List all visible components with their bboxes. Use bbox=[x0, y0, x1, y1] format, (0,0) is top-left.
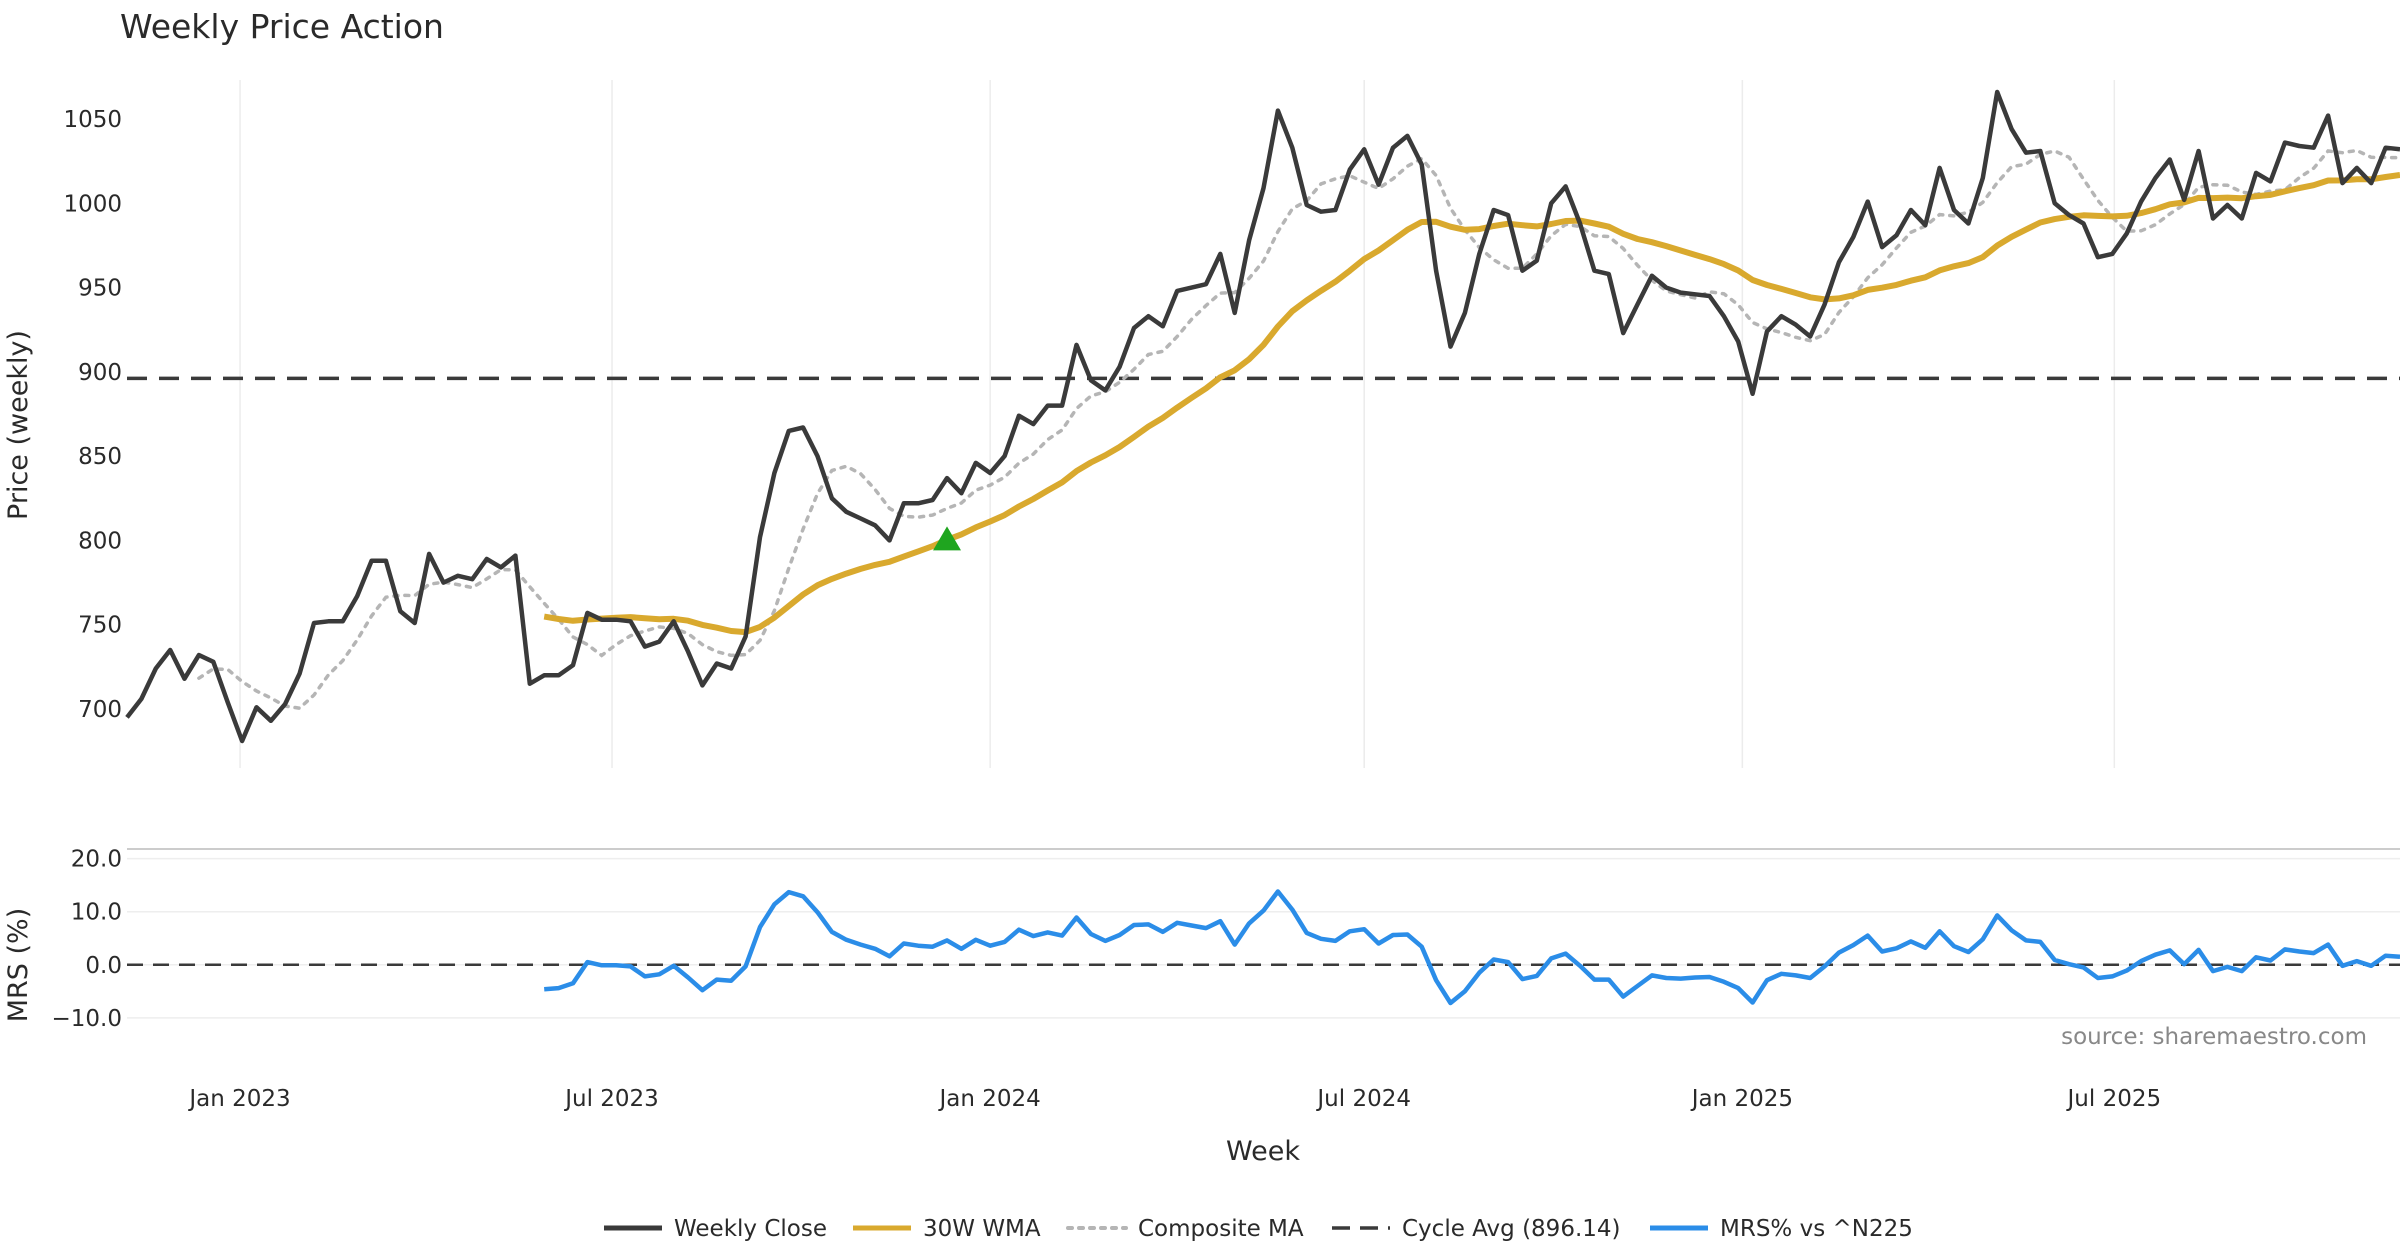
price-axis-title: Price (weekly) bbox=[3, 330, 34, 520]
mrs-y-tick-label: 0.0 bbox=[85, 953, 122, 979]
x-tick-label: Jul 2025 bbox=[2066, 1086, 2162, 1112]
buy-signal-marker bbox=[933, 526, 962, 551]
chart-title: Weekly Price Action bbox=[120, 7, 444, 46]
price-y-tick-label: 700 bbox=[78, 697, 122, 723]
source-note: source: sharemaestro.com bbox=[2061, 1024, 2367, 1050]
mrs-axis-title: MRS (%) bbox=[3, 908, 34, 1023]
price-y-tick-label: 850 bbox=[78, 444, 122, 470]
wma-30w-line bbox=[543, 172, 2400, 636]
x-tick-label: Jul 2024 bbox=[1315, 1086, 1411, 1112]
legend-label: Composite MA bbox=[1138, 1216, 1304, 1242]
x-tick-label: Jan 2025 bbox=[1690, 1086, 1793, 1112]
legend-label: MRS% vs ^N225 bbox=[1720, 1216, 1913, 1242]
mrs-y-tick-label: 10.0 bbox=[71, 900, 122, 926]
x-tick-label: Jul 2023 bbox=[563, 1086, 659, 1112]
price-y-tick-label: 1050 bbox=[63, 107, 122, 133]
weekly-close-line bbox=[125, 89, 2400, 744]
price-panel: 700 750 800 850 900 950 1000 1050 bbox=[63, 80, 2400, 768]
price-y-tick-label: 950 bbox=[78, 276, 122, 302]
mrs-y-tick-label: 20.0 bbox=[71, 847, 122, 873]
legend-label: Cycle Avg (896.14) bbox=[1402, 1216, 1621, 1242]
legend: Weekly Close 30W WMA Composite MA Cycle Avg… bbox=[604, 1216, 1913, 1242]
mrs-panel: −10.0 0.0 10.0 20.0 bbox=[52, 847, 2400, 1032]
price-y-tick-label: 750 bbox=[78, 613, 122, 639]
x-tick-labels: Jan 2023 Jul 2023 Jan 2024 Jul 2024 Jan 2025… bbox=[187, 1086, 2161, 1112]
legend-label: 30W WMA bbox=[923, 1216, 1041, 1242]
price-y-tick-label: 1000 bbox=[63, 191, 122, 217]
price-y-tick-label: 900 bbox=[78, 360, 122, 386]
x-tick-label: Jan 2023 bbox=[187, 1086, 290, 1112]
x-axis-title: Week bbox=[1226, 1136, 1300, 1167]
legend-label: Weekly Close bbox=[674, 1216, 827, 1242]
price-y-tick-label: 800 bbox=[78, 528, 122, 554]
mrs-line bbox=[544, 889, 2400, 1006]
x-tick-label: Jan 2024 bbox=[938, 1086, 1041, 1112]
composite-ma-line bbox=[197, 148, 2400, 711]
mrs-y-tick-label: −10.0 bbox=[52, 1006, 122, 1032]
